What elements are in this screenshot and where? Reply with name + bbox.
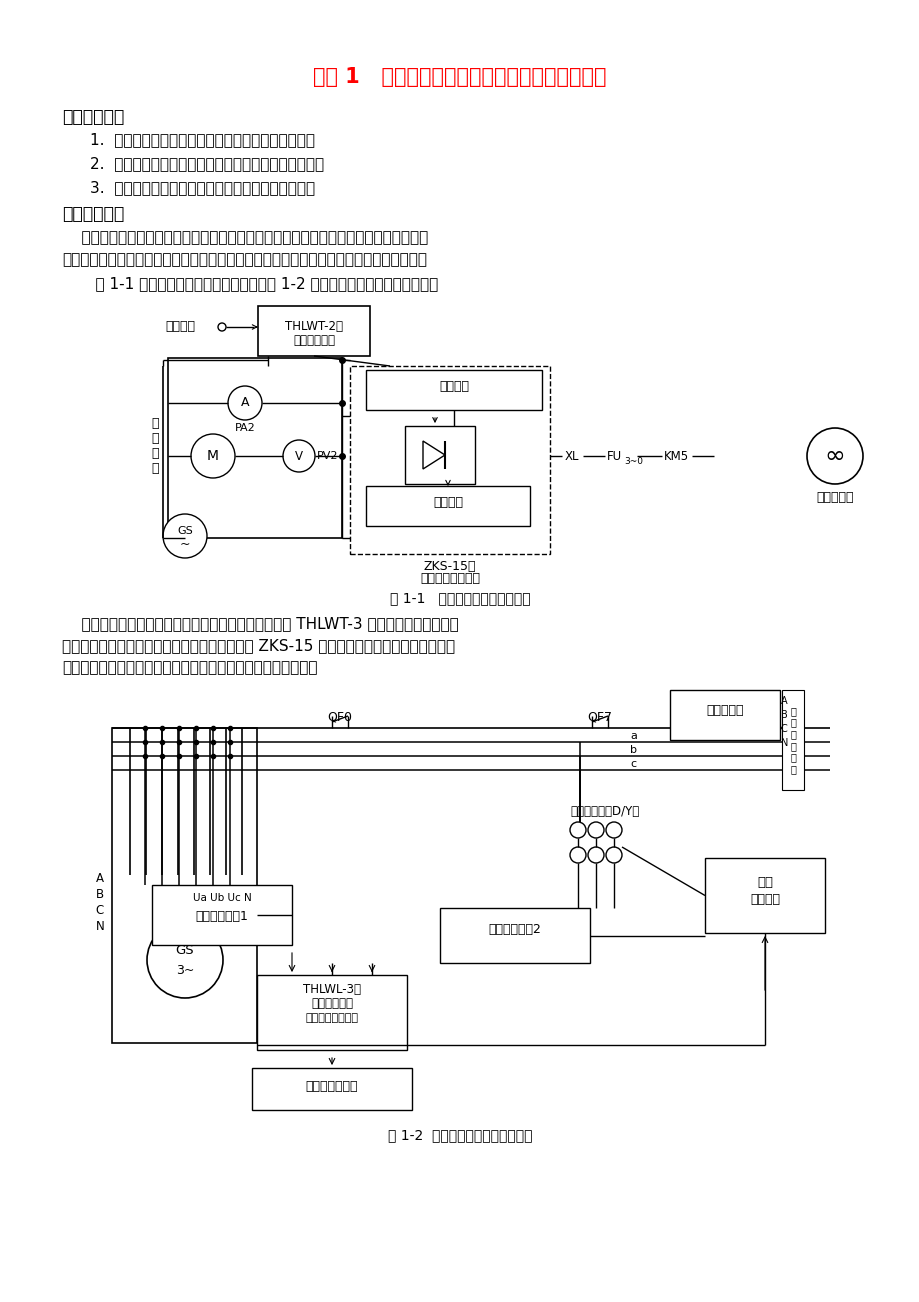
Text: B: B (780, 710, 787, 720)
Text: B: B (96, 888, 104, 901)
Text: 3~0: 3~0 (623, 457, 642, 466)
Text: 实验 1   发电机组的起动与运转实验（准备实验）: 实验 1 发电机组的起动与运转实验（准备实验） (312, 66, 607, 87)
Text: 来调节原动机的电枢电压，最终改变原动机的转速和输出功率。: 来调节原动机的电枢电压，最终改变原动机的转速和输出功率。 (62, 660, 317, 674)
Text: 三
相
调
压
电
源: 三 相 调 压 电 源 (789, 706, 795, 773)
Text: PV2: PV2 (317, 450, 338, 461)
Text: 于调整原动机的转速和输出的有功功率，励磁系统用于调整发电机电压和输出的无功功率。: 于调整原动机的转速和输出的有功功率，励磁系统用于调整发电机电压和输出的无功功率。 (62, 253, 426, 267)
Text: 微机调速装置: 微机调速装置 (292, 335, 335, 348)
Text: 微机励磁装置: 微机励磁装置 (311, 997, 353, 1010)
Text: 励磁变压器（D/Y）: 励磁变压器（D/Y） (570, 805, 639, 818)
Circle shape (806, 428, 862, 484)
Circle shape (606, 848, 621, 863)
Text: N: N (96, 919, 104, 932)
Text: 励磁: 励磁 (756, 876, 772, 889)
Text: KM5: KM5 (664, 449, 688, 462)
Circle shape (228, 385, 262, 421)
Text: c: c (630, 759, 635, 769)
Text: C: C (780, 724, 787, 734)
Text: QF7: QF7 (587, 710, 612, 723)
Text: 置将转速信号转换成电压，和给定电压一起送入 ZKS-15 型直流电机调速装置，采用双闭环: 置将转速信号转换成电压，和给定电压一起送入 ZKS-15 型直流电机调速装置，采… (62, 638, 455, 654)
Circle shape (218, 323, 226, 331)
Text: 自耦变压器: 自耦变压器 (706, 704, 743, 717)
Text: ZKS-15型: ZKS-15型 (424, 560, 476, 573)
Text: 一、实验目的: 一、实验目的 (62, 108, 124, 126)
Bar (366, 486, 529, 526)
Text: 无穷大系统: 无穷大系统 (815, 491, 853, 504)
Bar (349, 366, 550, 553)
Text: 在本实验平台中，原动机采用直流电动机模拟工业现场的汽轮机或水轮机，调速系统用: 在本实验平台中，原动机采用直流电动机模拟工业现场的汽轮机或水轮机，调速系统用 (62, 230, 427, 245)
Bar (366, 370, 541, 410)
Bar (112, 728, 256, 1043)
Text: 电量采集模块1: 电量采集模块1 (196, 910, 248, 923)
Text: 2.  熟悉发电机组中原动机（直流电动机）的基本特性。: 2. 熟悉发电机组中原动机（直流电动机）的基本特性。 (90, 156, 323, 171)
Text: （励磁控制部分）: （励磁控制部分） (305, 1013, 358, 1023)
Bar (257, 306, 369, 355)
Text: 图 1-1   调速系统原理结构示意图: 图 1-1 调速系统原理结构示意图 (390, 591, 529, 605)
Text: N: N (780, 738, 788, 749)
Text: M: M (207, 449, 219, 464)
Bar (152, 885, 291, 945)
Circle shape (606, 822, 621, 838)
Text: 3~: 3~ (176, 963, 194, 976)
Text: QF0: QF0 (327, 710, 352, 723)
Text: GS: GS (176, 944, 194, 957)
Text: PA2: PA2 (234, 423, 255, 434)
Bar (168, 358, 342, 538)
Text: XL: XL (564, 449, 579, 462)
Text: 装于原动机上的编码器将转速信号以脉冲的形式送入 THLWT-3 型微机调速装置，该装: 装于原动机上的编码器将转速信号以脉冲的形式送入 THLWT-3 型微机调速装置，… (62, 616, 459, 631)
Bar (669, 690, 779, 740)
Text: A: A (96, 871, 104, 884)
Text: THLWL-3型: THLWL-3型 (302, 983, 360, 996)
Text: 图 1-2  励磁系统的原理结构示意图: 图 1-2 励磁系统的原理结构示意图 (387, 1128, 532, 1142)
Text: 直流电机调速装置: 直流电机调速装置 (420, 572, 480, 585)
Text: ∞: ∞ (823, 444, 845, 467)
Text: A: A (241, 397, 249, 410)
Bar (704, 858, 824, 934)
Text: 微机准同期装置: 微机准同期装置 (305, 1079, 357, 1092)
Text: 图 1-1 为调速系统的原理结构示意图，图 1-2 为励磁系统的原理结构示意图。: 图 1-1 为调速系统的原理结构示意图，图 1-2 为励磁系统的原理结构示意图。 (76, 276, 437, 292)
Text: 励磁电源: 励磁电源 (433, 496, 462, 509)
Text: 1.  了解微机调速装置的工作原理和掌握其操作方法。: 1. 了解微机调速装置的工作原理和掌握其操作方法。 (90, 132, 314, 147)
Text: THLWT-2型: THLWT-2型 (285, 320, 343, 333)
Text: 电量采集模块2: 电量采集模块2 (488, 923, 541, 936)
Bar (404, 426, 474, 484)
Text: V: V (295, 449, 302, 462)
Bar (252, 1068, 412, 1111)
Text: 转速信号: 转速信号 (165, 320, 195, 333)
Circle shape (147, 922, 222, 999)
Text: b: b (630, 745, 636, 755)
Text: 调节电路: 调节电路 (438, 380, 469, 393)
Circle shape (283, 440, 314, 473)
Circle shape (191, 434, 234, 478)
Circle shape (163, 514, 207, 559)
Bar (256, 975, 406, 1049)
Circle shape (570, 848, 585, 863)
Circle shape (587, 822, 604, 838)
Text: ~: ~ (179, 538, 190, 551)
Circle shape (587, 848, 604, 863)
Text: 二、原理说明: 二、原理说明 (62, 204, 124, 223)
Text: Ua Ub Uc N: Ua Ub Uc N (192, 893, 251, 904)
Circle shape (570, 822, 585, 838)
Text: C: C (96, 904, 104, 917)
Text: A: A (780, 697, 787, 706)
Text: GS: GS (177, 526, 193, 536)
Text: FU: FU (607, 449, 621, 462)
Text: a: a (630, 730, 636, 741)
Bar (439, 907, 589, 963)
Text: 励
磁
绕
组: 励 磁 绕 组 (151, 417, 159, 475)
Bar (781, 690, 803, 790)
Text: 功率部分: 功率部分 (749, 893, 779, 906)
Text: 3.  掌握发电机组起励建压，并网，解列和停机的操作: 3. 掌握发电机组起励建压，并网，解列和停机的操作 (90, 180, 315, 195)
